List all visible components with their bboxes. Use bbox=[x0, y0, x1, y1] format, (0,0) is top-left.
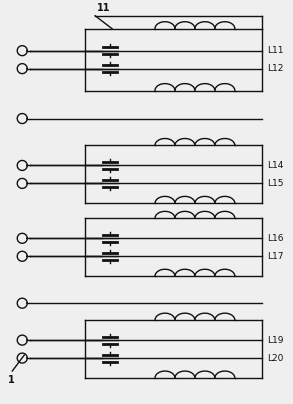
Text: L11: L11 bbox=[267, 46, 283, 55]
Text: 1: 1 bbox=[8, 375, 15, 385]
Text: L19: L19 bbox=[267, 336, 283, 345]
Text: L15: L15 bbox=[267, 179, 283, 188]
Text: 11: 11 bbox=[97, 3, 110, 13]
Text: L12: L12 bbox=[267, 64, 283, 73]
Text: L17: L17 bbox=[267, 252, 283, 261]
Text: L20: L20 bbox=[267, 354, 283, 362]
Text: L16: L16 bbox=[267, 234, 283, 243]
Text: L14: L14 bbox=[267, 161, 283, 170]
